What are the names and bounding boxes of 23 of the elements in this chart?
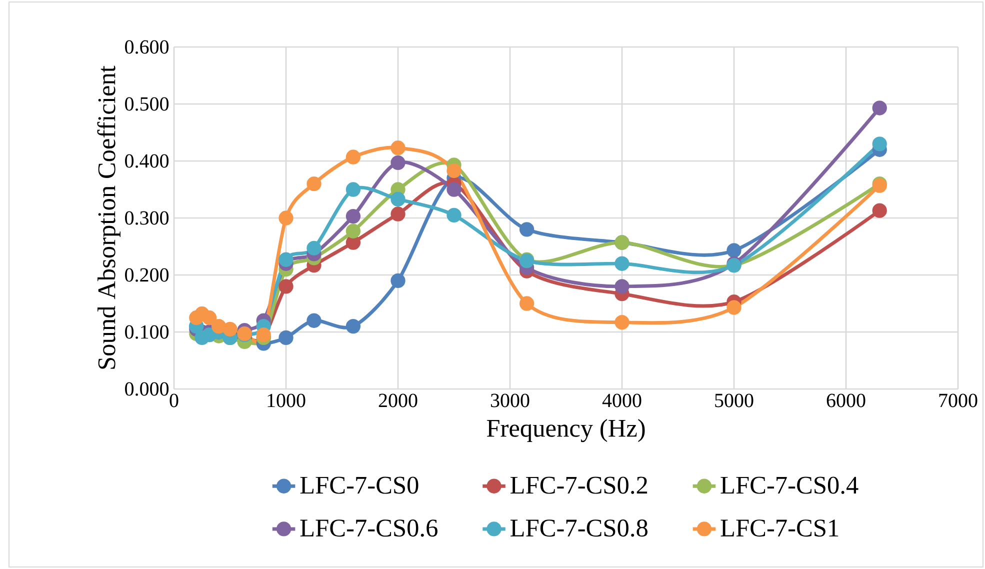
legend-label: LFC-7-CS0.8: [510, 520, 648, 537]
legend-label: LFC-7-CS0.2: [510, 476, 648, 494]
x-tick-label: 0: [170, 394, 178, 408]
x-tick-label: 3000: [490, 394, 530, 408]
y-tick-label: 0.500: [125, 97, 169, 111]
y-tick-label: 0.300: [125, 211, 169, 225]
legend-label: LFC-7-CS0.6: [300, 520, 438, 537]
x-tick-label: 2000: [378, 394, 418, 408]
legend-label: LFC-7-CS1: [720, 520, 838, 537]
x-tick-label: 7000: [939, 394, 978, 408]
y-tick-label: 0.600: [125, 40, 169, 54]
legend-label: LFC-7-CS0.4: [720, 476, 858, 494]
y-tick-label: 0.200: [125, 268, 169, 282]
y-tick-label: 0.100: [125, 325, 169, 339]
x-axis-title: Frequency (Hz): [486, 419, 645, 442]
x-tick-label: 4000: [602, 394, 642, 408]
y-axis-title: Sound Absorption Coefficient: [97, 66, 120, 369]
x-tick-label: 1000: [268, 394, 306, 408]
y-tick-label: 0.000: [125, 382, 169, 396]
x-tick-label: 6000: [826, 394, 866, 408]
y-tick-label: 0.400: [125, 154, 169, 168]
x-tick-label: 5000: [715, 394, 754, 408]
legend-label: LFC-7-CS0: [300, 476, 418, 494]
